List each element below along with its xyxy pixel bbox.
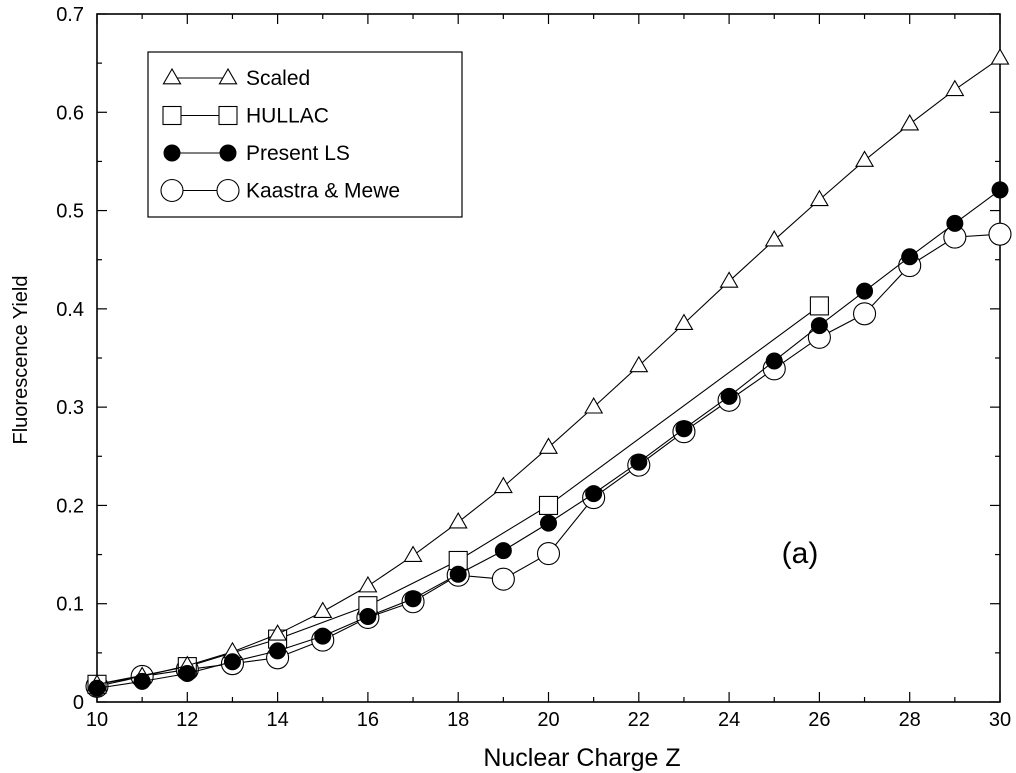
y-tick-label: 0.6 xyxy=(56,102,84,124)
data-point xyxy=(720,387,738,405)
data-point xyxy=(945,79,965,97)
series-line xyxy=(96,233,1001,687)
series-layer xyxy=(85,48,1012,698)
x-axis-title: Nuclear Charge Z xyxy=(483,744,680,772)
legend-marker xyxy=(218,67,238,85)
legend-item: HULLAC xyxy=(162,105,329,128)
data-point xyxy=(585,485,603,503)
data-point xyxy=(313,601,333,618)
data-point xyxy=(630,453,648,471)
legend-marker xyxy=(162,67,182,85)
y-tick-label: 0.5 xyxy=(56,201,84,223)
data-point xyxy=(538,437,559,454)
x-tick-label: 20 xyxy=(537,709,559,731)
x-tick-label: 26 xyxy=(808,709,830,731)
data-point xyxy=(809,189,829,207)
legend-label: Kaastra & Mewe xyxy=(246,180,400,203)
legend-item: Kaastra & Mewe xyxy=(160,178,400,203)
data-point xyxy=(449,565,467,583)
legend-label: Scaled xyxy=(246,67,310,90)
y-tick-label: 0.7 xyxy=(56,4,84,26)
data-point xyxy=(719,271,739,288)
data-point xyxy=(403,545,423,562)
data-point xyxy=(538,495,559,515)
legend-marker xyxy=(163,144,181,162)
data-point xyxy=(674,313,694,331)
legend-item: Scaled xyxy=(162,67,310,90)
data-point xyxy=(856,282,874,300)
data-point xyxy=(133,672,151,690)
x-tick-label: 28 xyxy=(899,709,921,731)
data-point xyxy=(675,420,693,438)
legend-label: Present LS xyxy=(246,142,350,165)
panel-annotation: (a) xyxy=(782,537,819,570)
y-tick-label: 0.2 xyxy=(56,495,84,517)
y-tick-label: 0.3 xyxy=(56,397,84,419)
x-tick-label: 24 xyxy=(718,709,740,731)
data-point xyxy=(314,627,332,645)
x-tick-label: 10 xyxy=(86,709,108,731)
data-point xyxy=(223,653,241,671)
data-point xyxy=(268,624,288,641)
y-axis-title: Fluorescence Yield xyxy=(10,276,32,445)
legend-item: Present LS xyxy=(163,142,350,165)
x-tick-label: 30 xyxy=(989,709,1011,731)
data-point xyxy=(494,542,512,560)
y-tick-label: 0 xyxy=(73,692,84,714)
data-point xyxy=(493,476,513,494)
x-tick-label: 16 xyxy=(357,709,379,731)
data-point xyxy=(901,248,919,266)
data-point xyxy=(269,642,287,660)
data-point xyxy=(448,512,468,529)
x-tick-label: 22 xyxy=(628,709,650,731)
data-point xyxy=(359,607,377,625)
axes: 10 12 14 16 18 20 22 24 26 28 30 0 0.1 0.2 0.3 0.4 0.5 0.… xyxy=(56,4,1011,731)
data-point xyxy=(404,590,422,608)
data-point xyxy=(852,302,877,326)
data-point xyxy=(900,113,920,131)
data-point xyxy=(988,222,1012,246)
data-point xyxy=(629,355,649,373)
legend-label: HULLAC xyxy=(246,105,329,128)
legend: Scaled HULLAC Present LS Kaastra & Mewe xyxy=(147,51,463,218)
data-point xyxy=(584,397,604,414)
data-point xyxy=(810,317,828,335)
legend-marker xyxy=(218,105,238,126)
data-point xyxy=(990,48,1010,65)
data-point xyxy=(809,296,829,316)
y-tick-label: 0.4 xyxy=(56,299,84,321)
data-point xyxy=(358,575,378,593)
series-scaled xyxy=(87,48,1010,691)
legend-marker xyxy=(162,105,182,126)
x-tick-label: 18 xyxy=(447,709,469,731)
data-point xyxy=(855,150,875,167)
data-point xyxy=(946,214,964,232)
data-point xyxy=(491,567,515,591)
x-tick-label: 12 xyxy=(176,709,198,731)
data-point xyxy=(88,679,106,697)
legend-marker xyxy=(219,144,237,162)
series-hullac xyxy=(87,296,829,694)
series-present-ls xyxy=(88,181,1009,697)
data-point xyxy=(764,229,784,247)
data-point xyxy=(540,514,557,532)
data-point xyxy=(178,664,196,682)
legend-box xyxy=(147,51,463,218)
y-tick-label: 0.1 xyxy=(56,594,84,616)
data-point xyxy=(991,181,1009,199)
data-point xyxy=(765,352,783,370)
x-tick-label: 14 xyxy=(266,709,288,731)
legend-marker xyxy=(160,178,184,203)
data-point xyxy=(536,542,561,566)
series-line xyxy=(96,305,820,685)
legend-marker xyxy=(216,178,240,203)
